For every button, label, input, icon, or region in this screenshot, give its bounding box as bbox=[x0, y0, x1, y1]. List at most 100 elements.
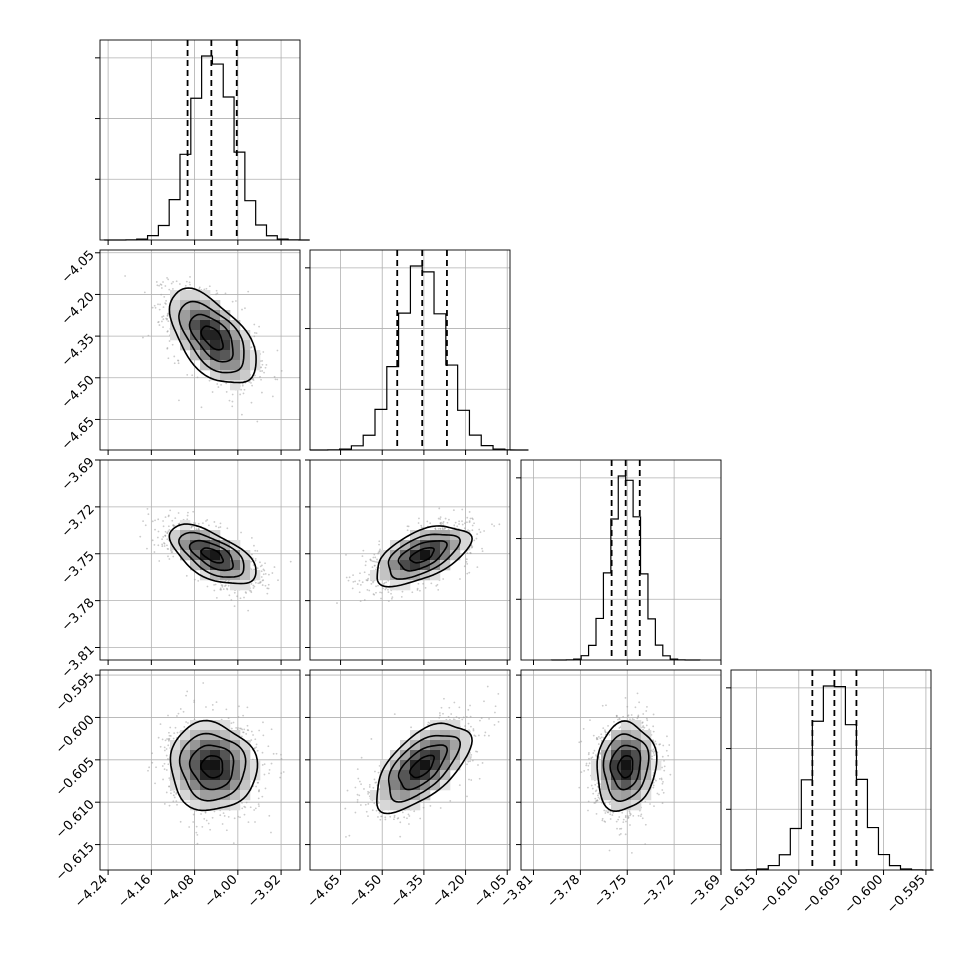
density-cell bbox=[210, 360, 221, 371]
sample-point bbox=[406, 529, 409, 532]
sample-point bbox=[652, 739, 654, 742]
y-tick-label: −0.610 bbox=[53, 797, 98, 842]
sample-point bbox=[475, 750, 477, 753]
y-tick-label: −3.72 bbox=[59, 502, 98, 541]
x-tick-label: −0.600 bbox=[842, 872, 887, 917]
density-cell bbox=[220, 570, 231, 581]
sample-point bbox=[399, 835, 402, 838]
density-cell bbox=[410, 560, 421, 571]
sample-point bbox=[600, 736, 603, 739]
sample-point bbox=[618, 827, 621, 830]
density-cell bbox=[190, 290, 201, 301]
sample-point bbox=[250, 346, 252, 349]
density-cell bbox=[180, 530, 191, 541]
sample-point bbox=[458, 520, 461, 523]
density-cell bbox=[240, 770, 251, 781]
sample-point bbox=[359, 600, 362, 603]
sample-point bbox=[206, 519, 209, 521]
sample-point bbox=[653, 805, 655, 808]
sample-point bbox=[247, 821, 250, 823]
sample-point bbox=[597, 736, 600, 738]
density-cell bbox=[210, 750, 221, 761]
sample-point bbox=[467, 760, 470, 763]
sample-point bbox=[588, 762, 591, 765]
sample-point bbox=[249, 806, 252, 809]
sample-point bbox=[239, 816, 241, 819]
sample-point bbox=[466, 516, 469, 519]
sample-point bbox=[189, 276, 191, 278]
sample-point bbox=[261, 579, 264, 582]
sample-point bbox=[241, 308, 243, 311]
sample-point bbox=[652, 786, 655, 789]
sample-point bbox=[606, 811, 609, 814]
sample-point bbox=[280, 753, 282, 756]
sample-point bbox=[378, 550, 381, 552]
density-cell bbox=[410, 740, 421, 751]
density-cell bbox=[190, 340, 201, 351]
sample-point bbox=[375, 781, 378, 784]
sample-point bbox=[170, 551, 173, 554]
density-cell bbox=[641, 760, 652, 771]
density-cell bbox=[240, 360, 251, 371]
contour-line bbox=[376, 525, 473, 588]
density-cell bbox=[400, 550, 411, 561]
sample-point bbox=[225, 708, 228, 711]
density-cell bbox=[200, 780, 211, 791]
sample-point bbox=[213, 583, 215, 586]
sample-point bbox=[162, 778, 164, 781]
sample-point bbox=[612, 811, 615, 814]
density-cell bbox=[230, 750, 241, 761]
sample-point bbox=[629, 813, 632, 816]
sample-point bbox=[274, 378, 277, 381]
density-cell bbox=[220, 770, 231, 781]
sample-point bbox=[491, 523, 493, 526]
sample-point bbox=[344, 807, 347, 810]
sample-point bbox=[164, 302, 167, 305]
sample-point bbox=[254, 738, 257, 741]
sample-point bbox=[641, 722, 644, 724]
sample-point bbox=[237, 726, 239, 729]
sample-point bbox=[165, 299, 168, 302]
density-cell bbox=[250, 760, 261, 771]
density-cell bbox=[240, 330, 251, 341]
sample-point bbox=[211, 816, 214, 819]
sample-point bbox=[231, 300, 234, 303]
sample-point bbox=[161, 738, 164, 741]
density-cell bbox=[230, 340, 241, 351]
sample-point bbox=[182, 710, 185, 713]
sample-point bbox=[282, 771, 285, 773]
density-cell bbox=[200, 560, 211, 571]
contour-line bbox=[375, 722, 473, 815]
density-cell bbox=[420, 790, 431, 801]
density-cell bbox=[190, 330, 201, 341]
sample-point bbox=[488, 717, 490, 720]
sample-point bbox=[247, 609, 250, 612]
sample-point bbox=[418, 517, 420, 520]
sample-point bbox=[250, 401, 253, 404]
sample-point bbox=[260, 576, 263, 578]
sample-point bbox=[177, 712, 180, 715]
sample-point bbox=[476, 566, 479, 569]
density-layer bbox=[344, 685, 500, 838]
sample-point bbox=[259, 565, 262, 568]
sample-point bbox=[463, 522, 466, 525]
sample-point bbox=[273, 566, 276, 568]
sample-point bbox=[494, 711, 496, 714]
density-cell bbox=[410, 800, 421, 811]
sample-point bbox=[592, 734, 595, 737]
sample-point bbox=[158, 308, 161, 311]
sample-point bbox=[261, 370, 264, 372]
sample-point bbox=[364, 564, 367, 567]
x-tick-label: −4.16 bbox=[115, 872, 154, 911]
density-cell bbox=[210, 550, 221, 561]
density-cell bbox=[230, 570, 241, 581]
density-cell bbox=[410, 790, 421, 801]
sample-point bbox=[439, 516, 442, 519]
sample-point bbox=[157, 321, 159, 324]
sample-point bbox=[619, 833, 622, 835]
y-tick-label: −0.595 bbox=[53, 670, 98, 715]
sample-point bbox=[358, 579, 361, 582]
sample-point bbox=[224, 292, 227, 295]
sample-point bbox=[661, 789, 664, 791]
sample-point bbox=[261, 391, 263, 394]
